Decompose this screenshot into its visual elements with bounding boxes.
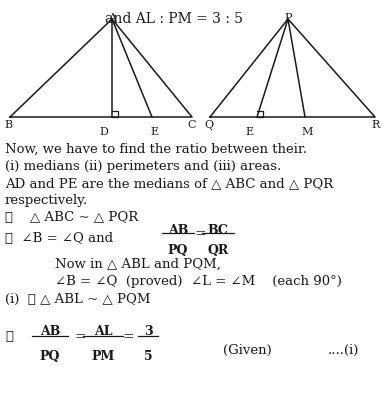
- Text: (i)  ∴ △ ABL ~ △ PQM: (i) ∴ △ ABL ~ △ PQM: [5, 292, 151, 305]
- Text: ∠B = ∠Q  (proved)  ∠L = ∠M    (each 90°): ∠B = ∠Q (proved) ∠L = ∠M (each 90°): [55, 274, 342, 287]
- Text: E: E: [245, 127, 253, 136]
- Text: =: =: [74, 329, 86, 343]
- Text: C: C: [187, 120, 196, 130]
- Text: Now, we have to find the ratio between their.: Now, we have to find the ratio between t…: [5, 143, 307, 156]
- Text: D: D: [100, 127, 108, 136]
- Text: PQ: PQ: [40, 349, 60, 362]
- Text: R: R: [372, 120, 380, 130]
- Text: AB: AB: [40, 324, 60, 337]
- Text: AD and PE are the medians of △ ABC and △ PQR: AD and PE are the medians of △ ABC and △…: [5, 177, 333, 190]
- Text: ....(i): ....(i): [328, 343, 359, 356]
- Text: (Given): (Given): [223, 343, 272, 356]
- Text: Now in △ ABL and PQM,: Now in △ ABL and PQM,: [55, 257, 221, 270]
- Text: =: =: [122, 329, 134, 343]
- Text: 3: 3: [144, 324, 152, 337]
- Text: BC: BC: [208, 224, 229, 237]
- Text: ∴: ∴: [5, 329, 13, 342]
- Text: B: B: [4, 120, 12, 130]
- Text: AB: AB: [168, 224, 188, 237]
- Text: ∴    △ ABC ~ △ PQR: ∴ △ ABC ~ △ PQR: [5, 211, 138, 224]
- Text: 5: 5: [144, 349, 152, 362]
- Text: Q: Q: [204, 120, 213, 130]
- Text: and AL : PM = 3 : 5: and AL : PM = 3 : 5: [105, 12, 243, 26]
- Text: M: M: [301, 127, 313, 136]
- Text: E: E: [150, 127, 158, 136]
- Text: =: =: [194, 226, 206, 241]
- Text: PM: PM: [92, 349, 114, 362]
- Text: ∴  ∠B = ∠Q and: ∴ ∠B = ∠Q and: [5, 231, 113, 244]
- Text: respectively.: respectively.: [5, 194, 88, 207]
- Text: P: P: [284, 13, 292, 23]
- Text: AL: AL: [94, 324, 112, 337]
- Text: (i) medians (ii) perimeters and (iii) areas.: (i) medians (ii) perimeters and (iii) ar…: [5, 160, 281, 173]
- Text: A: A: [108, 13, 116, 23]
- Text: PQ: PQ: [168, 243, 188, 256]
- Text: QR: QR: [207, 243, 229, 256]
